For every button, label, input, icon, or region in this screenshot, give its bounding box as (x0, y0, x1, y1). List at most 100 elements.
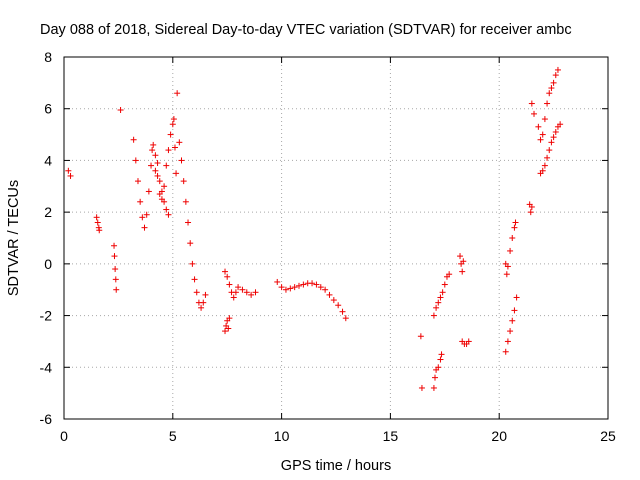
data-point (282, 286, 289, 293)
data-point (152, 167, 159, 174)
data-point (111, 242, 118, 249)
data-point (541, 162, 548, 169)
data-point (111, 253, 118, 260)
data-point (513, 294, 520, 301)
data-point (322, 286, 329, 293)
data-point (417, 333, 424, 340)
data-point (539, 167, 546, 174)
data-point (193, 289, 200, 296)
data-point (330, 297, 337, 304)
data-point (546, 90, 553, 97)
y-axis-label: SDTVAR / TECUs (6, 180, 22, 296)
data-point (165, 147, 172, 154)
data-point (528, 100, 535, 107)
y-tick-label: 4 (44, 152, 52, 168)
data-point (502, 348, 509, 355)
data-point (134, 178, 141, 185)
data-point (274, 278, 281, 285)
data-point (154, 172, 161, 179)
data-point (548, 139, 555, 146)
data-point (546, 147, 553, 154)
data-point (222, 268, 229, 275)
data-point (335, 302, 342, 309)
data-point (150, 141, 157, 148)
data-point (189, 260, 196, 267)
data-point (187, 240, 194, 247)
data-point (96, 227, 103, 234)
data-point (112, 276, 119, 283)
data-point (226, 315, 233, 322)
data-point (170, 116, 177, 123)
x-axis-label: GPS time / hours (281, 458, 391, 474)
data-point (161, 183, 168, 190)
data-point (528, 203, 535, 210)
data-point (174, 90, 181, 97)
data-point (550, 134, 557, 141)
data-point (460, 258, 467, 265)
data-point (278, 284, 285, 291)
data-point (441, 281, 448, 288)
y-tick-label: -6 (40, 411, 53, 427)
data-point (291, 284, 298, 291)
data-point (287, 285, 294, 292)
data-point (531, 110, 538, 117)
data-point (511, 224, 518, 231)
data-point (527, 209, 534, 216)
data-point (145, 188, 152, 195)
data-point (239, 286, 246, 293)
x-tick-label: 0 (60, 428, 68, 444)
data-point (418, 384, 425, 391)
data-point (93, 214, 100, 221)
data-points (65, 66, 564, 391)
data-point (459, 268, 466, 275)
data-point (113, 286, 120, 293)
x-tick-label: 15 (383, 428, 399, 444)
data-point (507, 247, 514, 254)
data-point (437, 294, 444, 301)
data-point (225, 325, 232, 332)
data-point (130, 136, 137, 143)
x-tick-label: 10 (274, 428, 290, 444)
data-point (438, 351, 445, 358)
data-point (112, 266, 119, 273)
x-tick-label: 25 (600, 428, 616, 444)
grid-lines (64, 57, 608, 419)
data-point (430, 384, 437, 391)
data-point (550, 79, 557, 86)
data-point (503, 271, 510, 278)
data-point (313, 281, 320, 288)
data-point (309, 280, 316, 287)
data-point (243, 289, 250, 296)
data-point (173, 170, 180, 177)
data-point (509, 317, 516, 324)
data-point (224, 273, 231, 280)
data-point (252, 289, 259, 296)
y-tick-label: -2 (40, 308, 53, 324)
data-point (235, 284, 242, 291)
data-point (222, 328, 229, 335)
data-point (435, 299, 442, 306)
data-point (149, 147, 156, 154)
data-point (167, 131, 174, 138)
data-point (163, 162, 170, 169)
data-point (158, 188, 165, 195)
data-point (544, 154, 551, 161)
plot-frame (63, 56, 609, 420)
data-point (437, 356, 444, 363)
data-point (232, 289, 239, 296)
data-point (161, 198, 168, 205)
data-point (200, 299, 207, 306)
data-point (512, 219, 519, 226)
data-point (137, 198, 144, 205)
data-point (152, 152, 159, 159)
data-point (202, 291, 209, 298)
data-point (141, 224, 148, 231)
data-point (557, 121, 564, 128)
data-point (432, 374, 439, 381)
data-point (65, 167, 72, 174)
y-tick-label: -4 (40, 359, 53, 375)
data-point (446, 271, 453, 278)
data-point (541, 116, 548, 123)
data-point (156, 178, 163, 185)
